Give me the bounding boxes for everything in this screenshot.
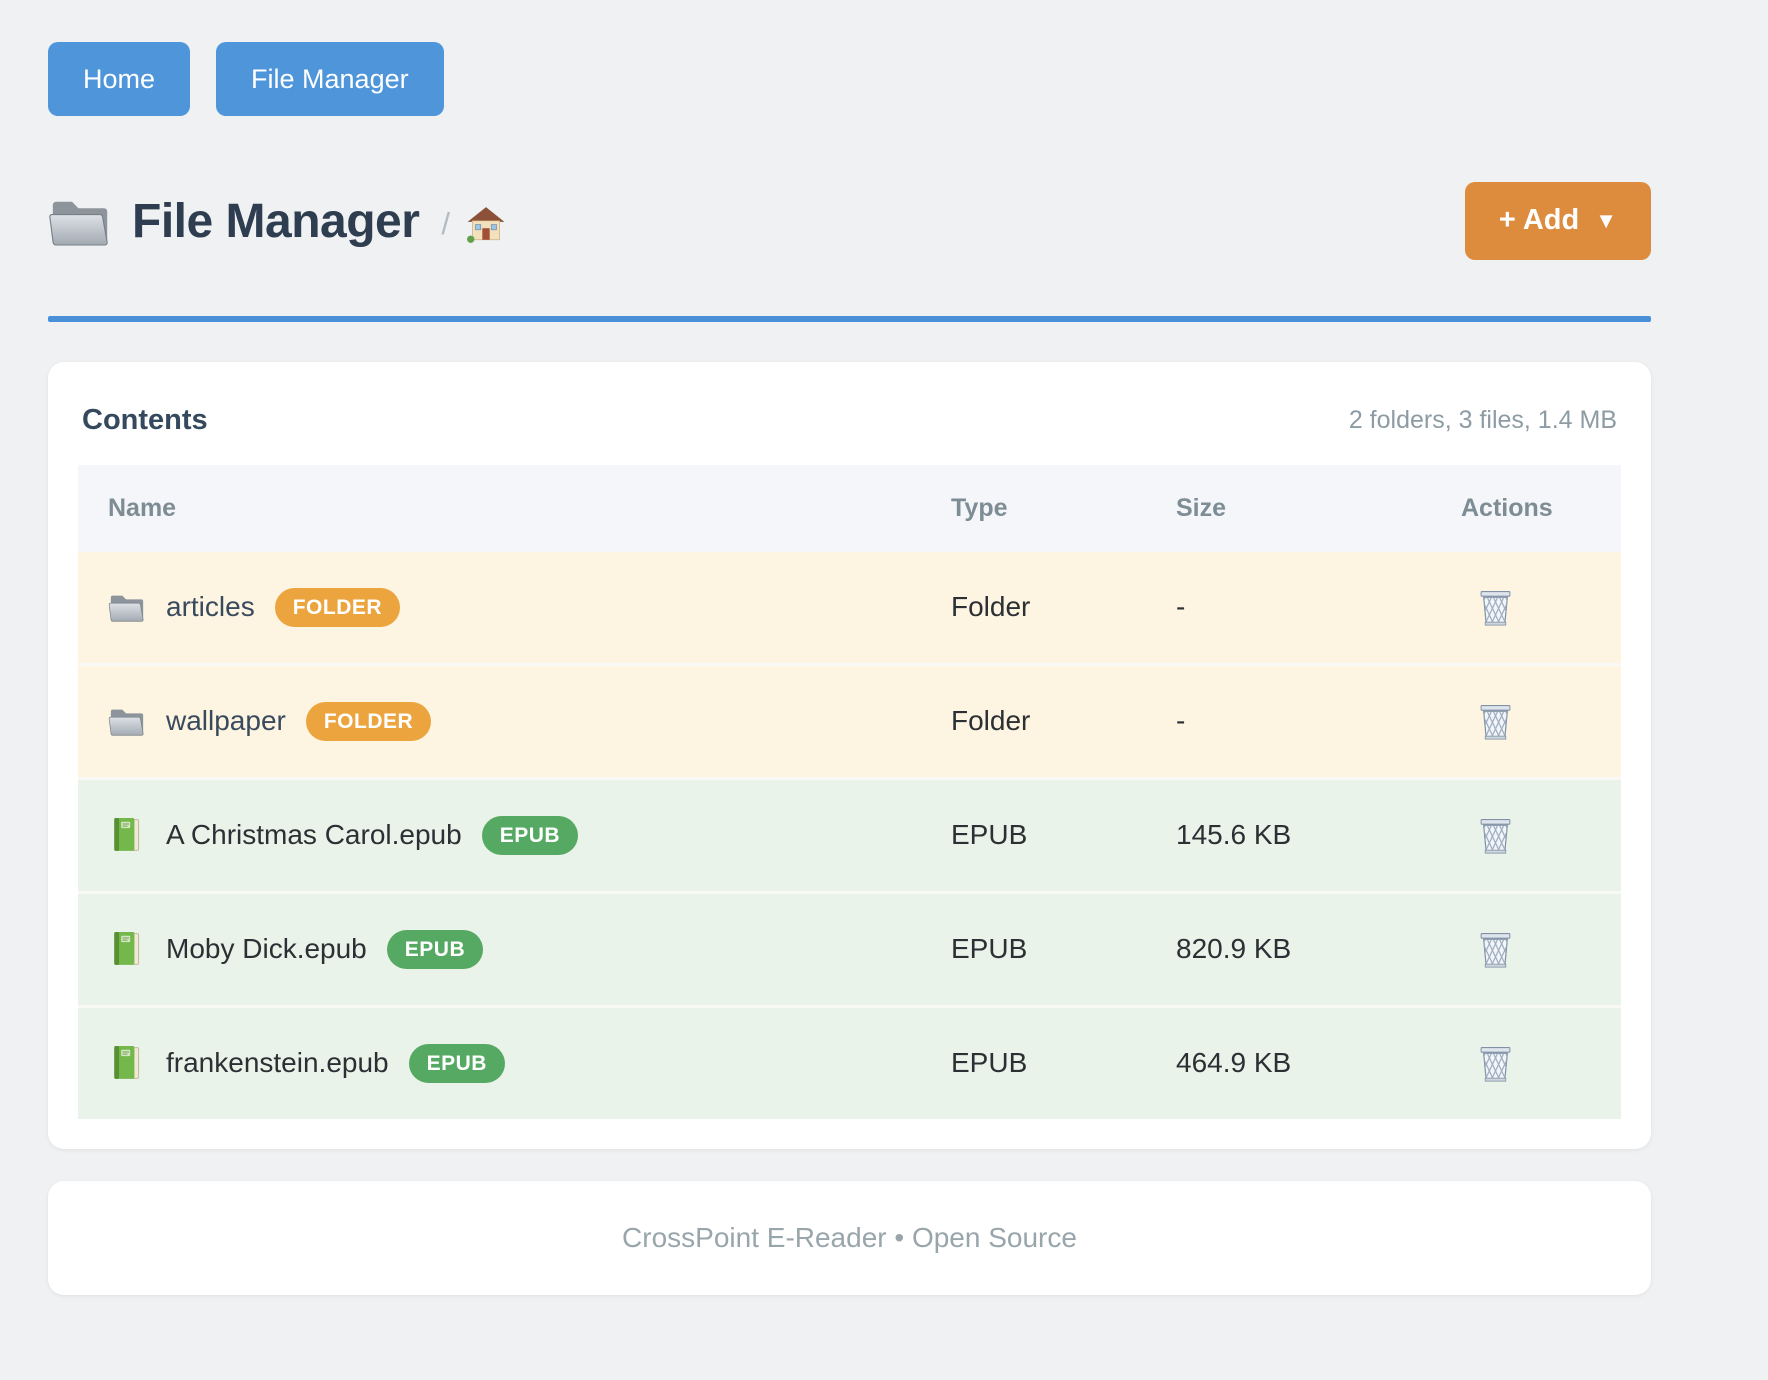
add-button[interactable]: + Add ▼ [1464,182,1651,260]
folder-icon [108,703,146,739]
item-name[interactable]: articles [166,591,255,623]
footer: CrossPoint E-Reader • Open Source [48,1180,1651,1295]
table-header-row: Name Type Size Actions [78,464,1621,552]
trash-icon [1477,817,1514,856]
contents-card: Contents 2 folders, 3 files, 1.4 MB Name… [48,361,1651,1149]
contents-table-body: articles FOLDER Folder - wallpaper FOLDE… [78,551,1621,1119]
page: Home File Manager File Manager / + Add ▼… [48,42,1651,1295]
contents-summary: 2 folders, 3 files, 1.4 MB [1348,405,1617,434]
page-title-group: File Manager / [48,193,506,249]
folder-icon [48,193,112,249]
name-cell[interactable]: frankenstein.epub EPUB [78,1043,951,1083]
type-badge: FOLDER [274,587,401,627]
name-cell[interactable]: wallpaper FOLDER [78,701,951,741]
chevron-down-icon: ▼ [1595,208,1617,234]
trash-icon [1477,931,1514,970]
nav-button-home[interactable]: Home [48,42,191,117]
type-cell: Folder [951,705,1031,737]
column-header-size: Size [1176,464,1461,552]
size-cell: 145.6 KB [1176,819,1292,851]
trash-icon [1477,589,1514,628]
item-name[interactable]: Moby Dick.epub [166,933,367,965]
type-badge: EPUB [408,1043,505,1083]
type-cell: EPUB [951,1047,1028,1079]
trash-icon [1477,703,1514,742]
type-badge: FOLDER [305,701,432,741]
size-cell: 820.9 KB [1176,933,1292,965]
delete-button[interactable] [1461,817,1514,856]
size-cell: 464.9 KB [1176,1047,1292,1079]
green-book-icon [108,1045,146,1081]
trash-icon [1477,1045,1514,1084]
delete-button[interactable] [1461,931,1514,970]
add-button-label: + Add [1498,204,1580,237]
type-badge: EPUB [386,929,484,969]
page-header: File Manager / + Add ▼ [48,182,1651,260]
column-header-name: Name [78,464,951,552]
breadcrumb-separator: / [441,206,451,242]
house-icon[interactable] [466,205,506,243]
size-cell: - [1176,705,1186,737]
table-row[interactable]: articles FOLDER Folder - [78,551,1621,665]
table-row[interactable]: Moby Dick.epub EPUB EPUB 820.9 KB [78,892,1621,1007]
delete-button[interactable] [1461,703,1514,742]
name-cell[interactable]: articles FOLDER [78,587,951,627]
contents-card-header: Contents 2 folders, 3 files, 1.4 MB [78,392,1621,465]
section-divider [48,315,1651,322]
type-cell: EPUB [951,819,1028,851]
column-header-type: Type [951,464,1176,552]
top-nav: Home File Manager [48,42,1651,117]
column-header-actions: Actions [1461,464,1621,552]
type-cell: Folder [951,591,1031,623]
type-cell: EPUB [951,933,1028,965]
item-name[interactable]: wallpaper [166,705,286,737]
table-row[interactable]: wallpaper FOLDER Folder - [78,664,1621,779]
delete-button[interactable] [1461,1045,1514,1084]
item-name[interactable]: A Christmas Carol.epub [166,819,462,851]
type-badge: EPUB [481,815,579,855]
nav-button-file-manager[interactable]: File Manager [216,42,444,117]
item-name[interactable]: frankenstein.epub [166,1047,389,1079]
table-row[interactable]: frankenstein.epub EPUB EPUB 464.9 KB [78,1006,1621,1119]
table-row[interactable]: A Christmas Carol.epub EPUB EPUB 145.6 K… [78,778,1621,893]
folder-icon [108,589,146,625]
size-cell: - [1176,591,1186,623]
page-title: File Manager [132,194,420,248]
name-cell[interactable]: Moby Dick.epub EPUB [78,929,951,969]
contents-title: Contents [82,403,208,436]
delete-button[interactable] [1461,589,1514,628]
green-book-icon [108,931,146,967]
contents-table: Name Type Size Actions articles FOLDER F… [78,464,1621,1119]
green-book-icon [108,817,146,853]
footer-text: CrossPoint E-Reader • Open Source [622,1221,1077,1253]
name-cell[interactable]: A Christmas Carol.epub EPUB [78,815,951,855]
